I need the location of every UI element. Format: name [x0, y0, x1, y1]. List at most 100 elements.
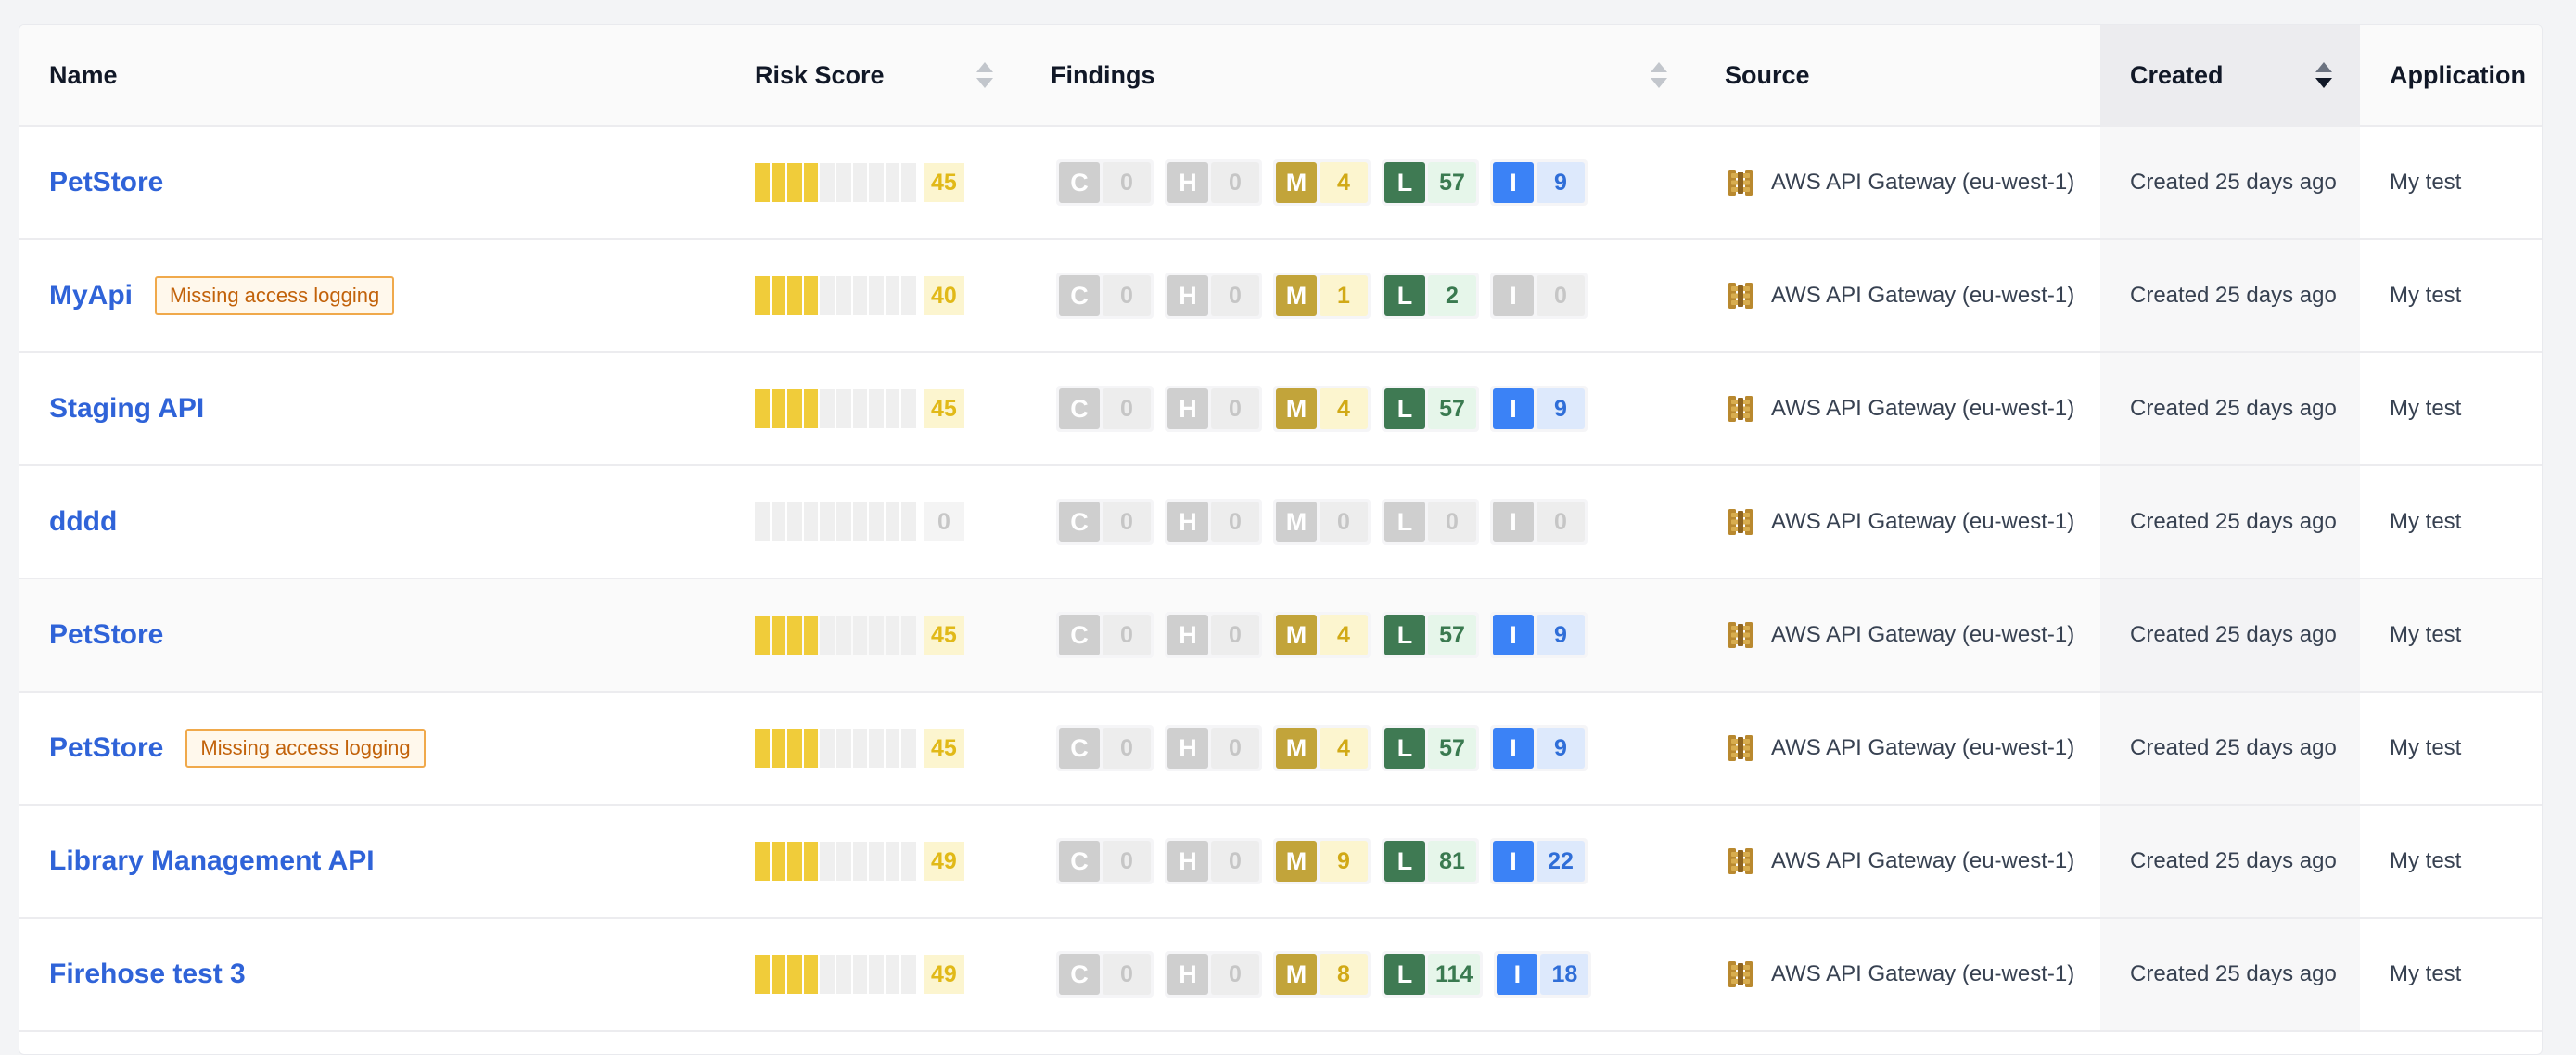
sort-desc-icon[interactable] — [2315, 62, 2332, 88]
risk-segment-empty — [885, 389, 900, 428]
sort-icon[interactable] — [976, 62, 993, 88]
severity-critical-count: 0 — [1103, 954, 1151, 995]
risk-segment-filled — [755, 729, 770, 768]
name-cell: Staging API — [19, 352, 725, 466]
name-cell: MyApi Missing access logging — [19, 239, 725, 353]
severity-low-label: L — [1384, 954, 1425, 995]
created-cell: Created 25 days ago — [2100, 352, 2360, 466]
api-name-link[interactable]: Library Management API — [49, 845, 375, 876]
aws-api-gateway-icon — [1728, 170, 1753, 196]
api-name-link[interactable]: dddd — [49, 506, 118, 537]
risk-score-cell: 0 — [725, 465, 1021, 579]
risk-segment-empty — [820, 502, 835, 541]
findings-info: I 9 — [1490, 612, 1588, 658]
table-row[interactable]: Firehose test 3 49 C 0 H 0 M 8 — [19, 918, 2542, 1032]
findings-high: H 0 — [1165, 612, 1262, 658]
severity-high-count: 0 — [1211, 615, 1259, 655]
findings-high: H 0 — [1165, 951, 1262, 998]
application-name: My test — [2390, 848, 2462, 873]
created-cell: Created 25 days ago — [2100, 692, 2360, 806]
risk-score-cell: 45 — [725, 578, 1021, 693]
risk-segment-empty — [885, 276, 900, 315]
column-header-created[interactable]: Created — [2100, 25, 2360, 127]
findings-cell: C 0 H 0 M 8 L 114 I 18 — [1021, 918, 1695, 1032]
severity-info-label: I — [1493, 275, 1534, 316]
api-name-link[interactable]: Staging API — [49, 393, 205, 424]
severity-critical-label: C — [1059, 841, 1100, 882]
source-cell: AWS API Gateway (eu-west-1) — [1695, 126, 2100, 240]
table-row[interactable]: Library Management API 49 C 0 H 0 M 9 — [19, 805, 2542, 919]
risk-segment-empty — [835, 502, 851, 541]
findings-summary: C 0 H 0 M 4 L 57 I 9 — [1051, 159, 1695, 206]
risk-segment-empty — [771, 502, 786, 541]
application-name: My test — [2390, 170, 2462, 195]
risk-score-cell: 45 — [725, 126, 1021, 240]
risk-segment-filled — [787, 842, 802, 881]
risk-segment-filled — [755, 842, 770, 881]
source-cell: AWS API Gateway (eu-west-1) — [1695, 578, 2100, 693]
findings-high: H 0 — [1165, 386, 1262, 432]
name-cell: PetStore — [19, 126, 725, 240]
api-name-link[interactable]: PetStore — [49, 619, 164, 650]
aws-api-gateway-icon — [1728, 509, 1753, 535]
source-label: AWS API Gateway (eu-west-1) — [1771, 509, 2075, 534]
column-header-source: Source — [1695, 25, 2100, 127]
column-header-findings[interactable]: Findings — [1021, 25, 1695, 127]
sort-icon[interactable] — [1651, 62, 1667, 88]
findings-critical: C 0 — [1056, 951, 1154, 998]
severity-info-count: 0 — [1537, 502, 1585, 542]
api-name-link[interactable]: PetStore — [49, 732, 164, 763]
table-row[interactable]: PetStore 45 C 0 H 0 M 4 — [19, 578, 2542, 693]
risk-segment-filled — [787, 276, 802, 315]
risk-score-value: 40 — [923, 276, 964, 315]
severity-high-count: 0 — [1211, 275, 1259, 316]
table-row[interactable]: PetStore 45 C 0 H 0 M 4 — [19, 126, 2542, 240]
risk-score-bar — [755, 616, 916, 655]
risk-score-indicator: 45 — [755, 729, 1021, 768]
severity-critical-count: 0 — [1103, 388, 1151, 429]
severity-medium-count: 4 — [1320, 615, 1368, 655]
api-name-link[interactable]: MyApi — [49, 280, 133, 311]
risk-score-cell: 49 — [725, 805, 1021, 919]
risk-segment-empty — [885, 163, 900, 202]
source-label: AWS API Gateway (eu-west-1) — [1771, 170, 2075, 195]
severity-info-label: I — [1493, 502, 1534, 542]
table-row[interactable]: MyApi Missing access logging 40 C 0 H 0 M — [19, 239, 2542, 353]
severity-medium-count: 1 — [1320, 275, 1368, 316]
findings-medium: M 4 — [1273, 725, 1371, 771]
table-row[interactable]: dddd 0 C 0 H 0 M 0 — [19, 465, 2542, 579]
severity-medium-label: M — [1276, 162, 1317, 203]
risk-segment-empty — [835, 616, 851, 655]
column-header-risk-score[interactable]: Risk Score — [725, 25, 1021, 127]
severity-medium-count: 9 — [1320, 841, 1368, 882]
severity-medium-count: 8 — [1320, 954, 1368, 995]
risk-segment-filled — [787, 163, 802, 202]
risk-segment-empty — [852, 729, 868, 768]
findings-info: I 0 — [1490, 273, 1588, 319]
risk-segment-filled — [755, 163, 770, 202]
severity-low-count: 0 — [1428, 502, 1476, 542]
risk-score-value: 45 — [923, 729, 964, 768]
api-inventory-table: Name Risk Score Findings Source Created … — [19, 25, 2542, 1032]
created-date: Created 25 days ago — [2130, 509, 2337, 534]
table-row[interactable]: PetStore Missing access logging 45 C 0 H … — [19, 692, 2542, 806]
severity-medium-count: 4 — [1320, 162, 1368, 203]
application-cell: My test — [2360, 352, 2542, 466]
risk-segment-filled — [803, 276, 819, 315]
source-label: AWS API Gateway (eu-west-1) — [1771, 735, 2075, 760]
api-name-link[interactable]: Firehose test 3 — [49, 959, 246, 989]
findings-critical: C 0 — [1056, 159, 1154, 206]
findings-high: H 0 — [1165, 159, 1262, 206]
table-row[interactable]: Staging API 45 C 0 H 0 M 4 — [19, 352, 2542, 466]
risk-score-cell: 45 — [725, 352, 1021, 466]
risk-segment-empty — [852, 955, 868, 994]
severity-medium-label: M — [1276, 954, 1317, 995]
source-label: AWS API Gateway (eu-west-1) — [1771, 961, 2075, 986]
risk-segment-empty — [852, 616, 868, 655]
api-name-link[interactable]: PetStore — [49, 167, 164, 197]
risk-segment-empty — [869, 616, 884, 655]
severity-critical-label: C — [1059, 502, 1100, 542]
severity-low-label: L — [1384, 841, 1425, 882]
source-label: AWS API Gateway (eu-west-1) — [1771, 283, 2075, 308]
risk-segment-filled — [787, 389, 802, 428]
